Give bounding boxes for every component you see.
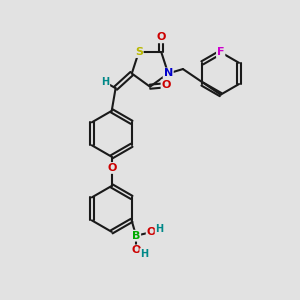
Text: H: H bbox=[155, 224, 164, 234]
Text: S: S bbox=[135, 47, 143, 57]
Text: O: O bbox=[107, 163, 116, 173]
Text: O: O bbox=[131, 245, 141, 255]
Text: O: O bbox=[147, 227, 156, 237]
Text: F: F bbox=[217, 47, 224, 57]
Text: N: N bbox=[164, 68, 173, 79]
Text: O: O bbox=[161, 80, 171, 90]
Text: H: H bbox=[140, 249, 148, 259]
Text: B: B bbox=[132, 231, 140, 241]
Text: O: O bbox=[157, 32, 166, 42]
Text: H: H bbox=[101, 77, 110, 87]
